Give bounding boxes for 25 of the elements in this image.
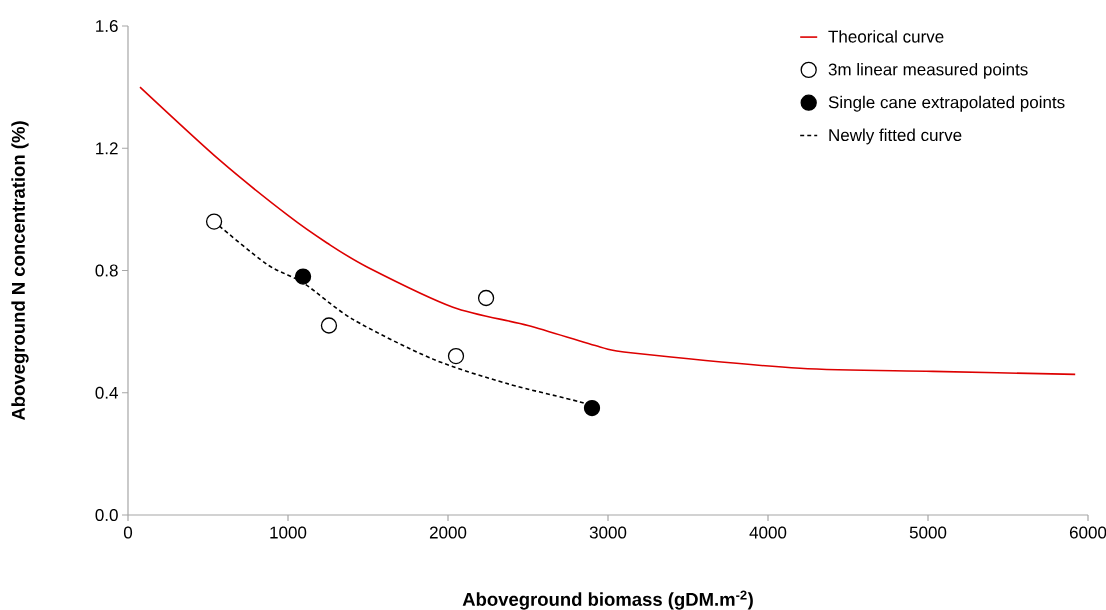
x-tick-label: 0 — [123, 526, 133, 539]
x-tick-label: 4000 — [749, 526, 787, 539]
legend-label: 3m linear measured points — [828, 62, 1028, 79]
legend-label: Newly fitted curve — [829, 128, 962, 145]
point — [477, 289, 495, 307]
point — [583, 399, 601, 417]
y-tick-label: 1.6 — [96, 19, 118, 33]
legend-label: Single cane extrapolated points — [828, 95, 1065, 112]
point — [447, 347, 465, 365]
legend-label: Theorical curve — [828, 30, 944, 43]
x-tick-label: 2000 — [429, 526, 467, 539]
y-tick-label: 1.2 — [96, 142, 118, 155]
y-tick-label: 0.4 — [95, 386, 118, 399]
y-axis-title: Aboveground N concentration (%) — [11, 121, 29, 421]
point — [205, 213, 223, 230]
x-tick-label: 6000 — [1069, 526, 1106, 539]
x-tick-label: 1000 — [270, 526, 307, 539]
point — [294, 268, 312, 285]
x-axis-title: Aboveground biomass (gDM.m$^{-2}$) — [462, 590, 753, 610]
y-tick-label: 0.0 — [95, 508, 118, 522]
y-tick-label: 0.8 — [95, 264, 118, 277]
line-series — [139, 86, 1076, 376]
x-tick-label: 3000 — [589, 526, 627, 539]
point — [320, 317, 338, 334]
x-tick-label: 5000 — [909, 526, 947, 539]
